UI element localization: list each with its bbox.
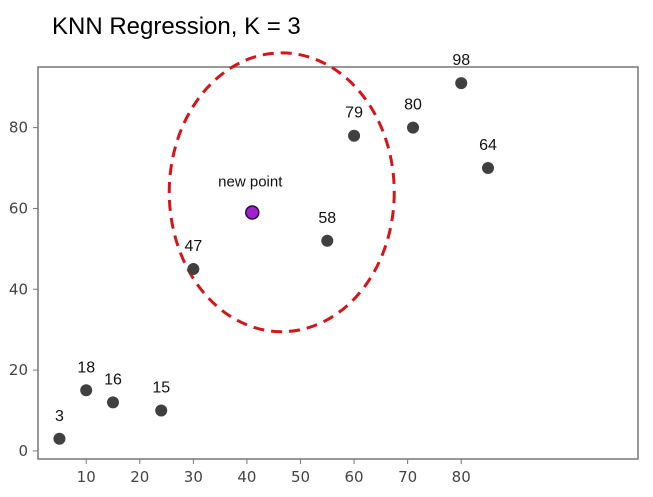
- data-point: [482, 162, 494, 175]
- new-point-label: new point: [218, 173, 283, 190]
- data-point: [348, 129, 361, 142]
- data-points: 3 18 16 15 47 58 79 80 98 64: [53, 52, 497, 445]
- y-tick-label: 40: [9, 280, 28, 298]
- y-axis: 0 20 40 60 80: [9, 119, 38, 460]
- data-point: [407, 121, 419, 134]
- x-tick-label: 80: [452, 468, 471, 486]
- y-tick-label: 60: [9, 199, 28, 217]
- y-tick-label: 20: [9, 361, 28, 379]
- y-tick-label: 80: [9, 119, 28, 137]
- data-point-label: 15: [152, 380, 170, 397]
- x-tick-label: 60: [345, 468, 364, 486]
- data-point-label: 58: [318, 210, 336, 227]
- x-tick-label: 30: [184, 468, 203, 486]
- x-axis: 10 20 30 40 50 60 70 80: [77, 459, 471, 486]
- x-tick-label: 10: [77, 468, 96, 486]
- x-tick-label: 50: [291, 468, 310, 486]
- new-point-marker: [245, 205, 260, 220]
- data-point-label: 47: [184, 238, 202, 255]
- data-point-label: 80: [404, 97, 422, 114]
- data-point: [107, 396, 119, 409]
- y-tick-label: 0: [18, 442, 28, 460]
- plot-area-frame: [37, 66, 639, 460]
- data-point-label: 64: [479, 137, 497, 154]
- data-point: [155, 404, 168, 417]
- data-point: [53, 432, 66, 445]
- x-tick-label: 20: [130, 468, 149, 486]
- data-point-label: 18: [77, 359, 95, 376]
- chart-title: KNN Regression, K = 3: [52, 13, 301, 40]
- new-point-group: new point: [218, 173, 283, 220]
- data-point-label: 3: [55, 408, 64, 425]
- x-tick-label: 70: [398, 468, 417, 486]
- data-point: [321, 234, 334, 247]
- data-point-label: 98: [452, 52, 470, 69]
- data-point-label: 16: [104, 371, 122, 388]
- neighborhood-circle: [167, 51, 396, 334]
- data-point: [455, 77, 468, 90]
- data-point: [187, 263, 200, 276]
- x-tick-label: 40: [237, 468, 256, 486]
- data-point: [80, 384, 93, 397]
- data-point-label: 79: [345, 105, 363, 122]
